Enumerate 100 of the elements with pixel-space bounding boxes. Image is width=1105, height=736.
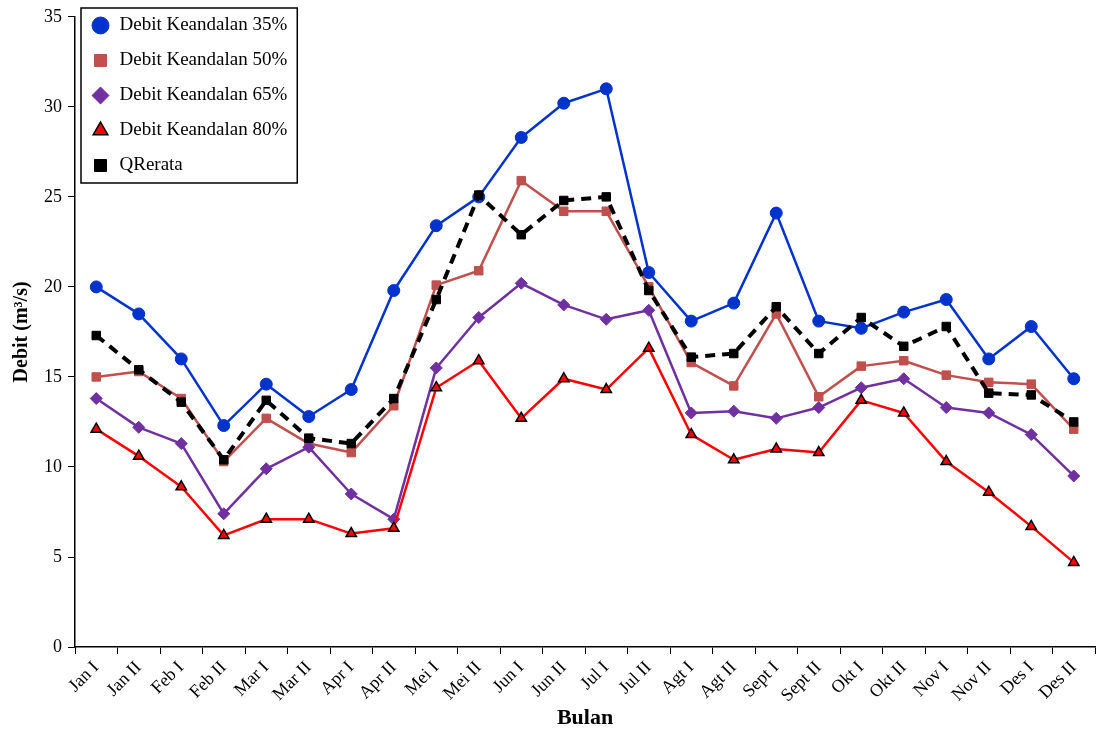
point	[685, 427, 698, 439]
point	[429, 361, 443, 375]
point	[599, 82, 613, 96]
point	[260, 512, 273, 523]
point	[729, 348, 739, 359]
y-tick-label: 25	[44, 185, 62, 206]
point	[557, 298, 571, 312]
point	[729, 381, 739, 391]
point	[346, 438, 356, 449]
y-tick-label: 5	[53, 545, 62, 566]
x-tick-label: Jul II	[614, 656, 655, 698]
point	[600, 382, 613, 394]
point	[91, 372, 101, 382]
point	[259, 462, 273, 476]
point	[344, 487, 358, 501]
point	[854, 381, 868, 395]
point	[599, 312, 613, 326]
x-tick-label: Feb II	[185, 656, 230, 702]
point	[259, 377, 273, 391]
point	[899, 355, 909, 366]
point	[261, 413, 271, 424]
point	[897, 406, 910, 417]
legend-label: Debit Keandalan 65%	[119, 83, 288, 105]
point	[132, 307, 146, 321]
x-tick-label: Jun II	[526, 656, 570, 701]
point	[304, 433, 314, 443]
point	[854, 321, 868, 335]
point	[430, 380, 443, 392]
point	[559, 195, 569, 206]
point	[474, 265, 484, 276]
x-tick-label: Jun I	[488, 656, 528, 696]
point	[812, 445, 825, 457]
point	[855, 393, 868, 405]
x-axis-title: Bulan	[556, 704, 614, 730]
x-tick-label: Agt II	[695, 656, 740, 702]
point	[684, 314, 698, 328]
x-tick-label: Okt II	[865, 656, 910, 702]
legend-label: Debit Keandalan 50%	[119, 48, 288, 70]
point	[812, 401, 826, 415]
point	[1026, 390, 1036, 400]
point	[1024, 320, 1038, 334]
point	[984, 377, 994, 388]
point	[387, 284, 401, 297]
point	[175, 480, 188, 491]
point	[389, 393, 399, 404]
legend-label: QRerata	[119, 153, 184, 175]
y-tick-label: 30	[44, 95, 62, 116]
point	[90, 422, 103, 433]
point	[1069, 417, 1079, 427]
y-tick-label: 15	[44, 365, 62, 386]
point	[515, 411, 528, 423]
point	[727, 453, 740, 464]
point	[217, 419, 231, 433]
point	[514, 276, 528, 290]
point	[601, 206, 611, 217]
point	[686, 352, 696, 362]
point	[1067, 372, 1081, 386]
point	[814, 348, 824, 359]
point	[1026, 379, 1036, 389]
point	[1067, 555, 1080, 567]
point	[984, 388, 994, 398]
point	[1025, 519, 1038, 531]
point	[941, 321, 951, 332]
point	[601, 192, 611, 202]
point	[472, 311, 486, 325]
x-tick-label: Feb I	[146, 656, 188, 698]
point	[176, 397, 186, 407]
point	[132, 449, 145, 460]
point	[684, 406, 698, 420]
point	[982, 352, 996, 366]
x-tick-label: Jan II	[102, 656, 145, 700]
point	[1024, 428, 1038, 442]
x-tick-label: Agt I	[656, 656, 698, 698]
point	[814, 392, 824, 402]
point	[769, 411, 783, 425]
y-axis-title: Debit (m³/s)	[9, 281, 33, 383]
point	[387, 521, 400, 532]
y-tick-label: 20	[44, 275, 62, 296]
point	[557, 371, 570, 383]
point	[644, 285, 654, 296]
point	[89, 392, 103, 406]
point	[769, 206, 783, 220]
point	[642, 266, 656, 279]
point	[174, 352, 188, 366]
point	[261, 395, 271, 406]
point	[982, 485, 995, 496]
x-tick-label: Jan I	[63, 656, 103, 696]
point	[897, 372, 911, 386]
point	[474, 190, 484, 200]
point	[899, 341, 909, 352]
point	[812, 314, 826, 328]
point	[939, 293, 953, 307]
point	[642, 341, 655, 352]
legend-label: Debit Keandalan 35%	[119, 13, 288, 35]
point	[856, 312, 866, 323]
point	[1067, 469, 1081, 483]
point	[727, 404, 741, 418]
point	[514, 130, 528, 144]
point	[856, 361, 866, 371]
y-tick-label: 10	[44, 455, 62, 476]
